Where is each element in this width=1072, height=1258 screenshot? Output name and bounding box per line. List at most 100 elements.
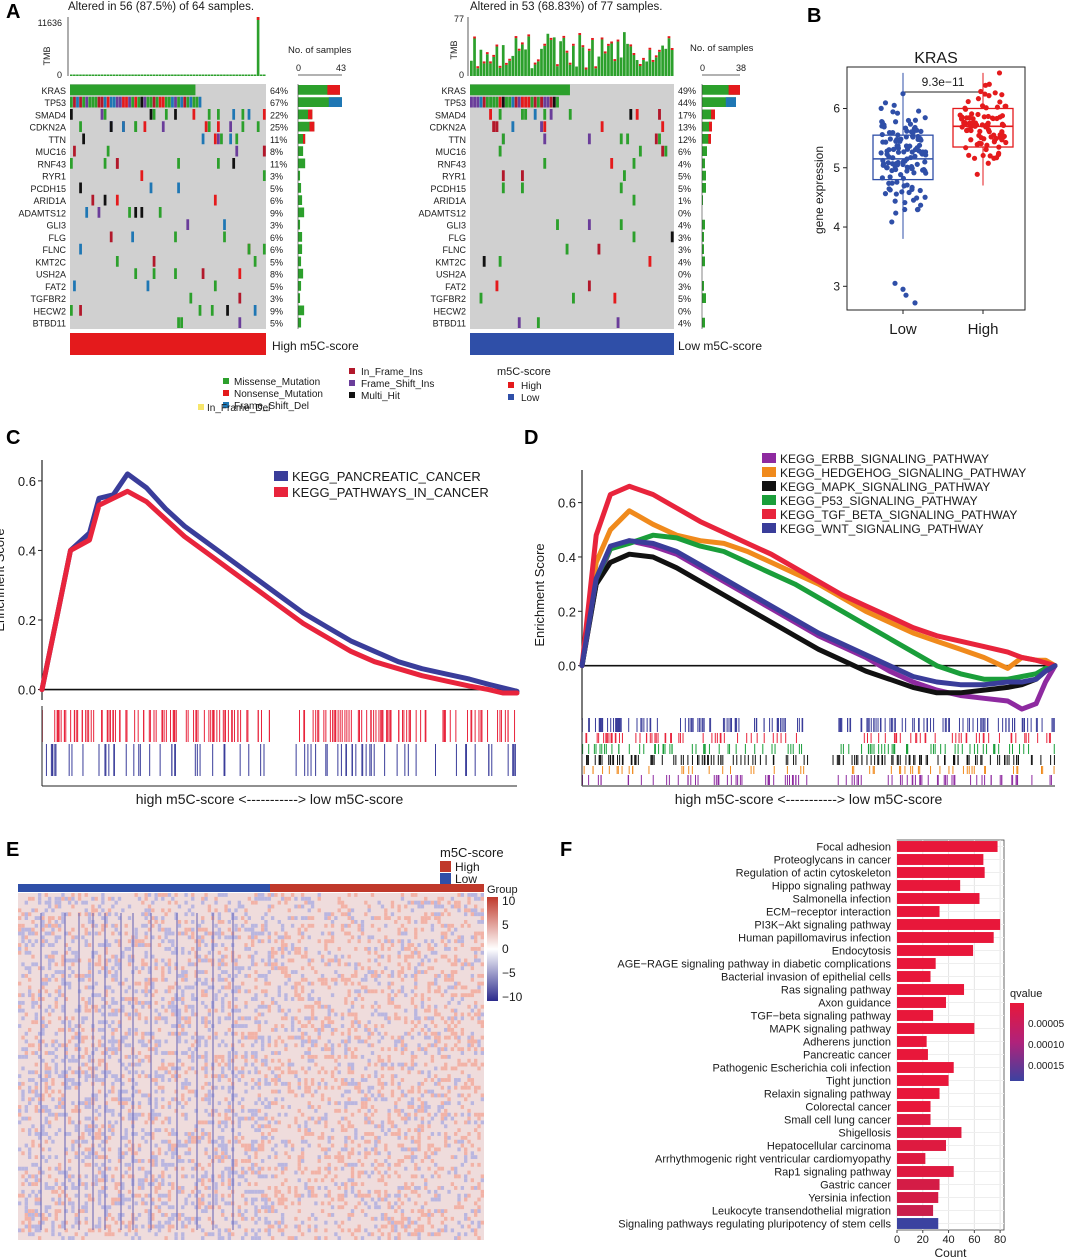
heatmap-cell xyxy=(214,1035,218,1040)
legend-swatch xyxy=(762,523,776,533)
heatmap-cell xyxy=(191,919,195,924)
heatmap-cell xyxy=(114,973,118,978)
heatmap-cell xyxy=(61,1112,65,1117)
heatmap-cell xyxy=(480,943,484,947)
tmb-bar xyxy=(79,74,82,76)
gene-label: FLG xyxy=(448,233,466,243)
data-point xyxy=(997,134,1003,140)
heatmap-cell xyxy=(254,950,258,955)
heatmap-cell xyxy=(31,1097,35,1102)
heatmap-cell xyxy=(221,1008,225,1013)
heatmap-cell xyxy=(121,1062,125,1067)
mutation-cell xyxy=(88,96,92,108)
heatmap-cell xyxy=(470,966,475,971)
heatmap-cell xyxy=(447,1000,451,1005)
heatmap-cell xyxy=(480,1112,484,1117)
gene-label: ARID1A xyxy=(433,196,466,206)
heatmap-cell xyxy=(474,939,478,944)
heatmap-cell xyxy=(454,939,458,944)
heatmap-cell xyxy=(407,1031,411,1036)
heatmap-cell xyxy=(51,958,55,963)
tmb-bar-nonsense xyxy=(638,63,642,66)
oncoplot-grid-bg xyxy=(470,84,674,329)
heatmap-cell xyxy=(161,1105,165,1109)
heatmap-cell xyxy=(277,993,281,998)
heatmap-cell xyxy=(380,1081,385,1086)
heatmap-cell xyxy=(201,939,205,944)
mutation-cell xyxy=(149,182,153,194)
heatmap-cell xyxy=(21,935,25,940)
heatmap-cell xyxy=(18,1085,22,1090)
heatmap-cell xyxy=(330,993,335,998)
heatmap-cell xyxy=(447,1035,451,1040)
heatmap-cell xyxy=(407,943,411,947)
heatmap-cell xyxy=(354,893,358,897)
heatmap-cell xyxy=(144,993,148,998)
heatmap-cell xyxy=(377,1089,381,1094)
heatmap-cell xyxy=(241,1070,245,1075)
heatmap-cell xyxy=(290,923,295,928)
heatmap-cell xyxy=(167,1143,172,1148)
heatmap-cell xyxy=(307,916,311,920)
heatmap-cell xyxy=(94,908,98,913)
heatmap-cell xyxy=(54,1066,58,1071)
heatmap-cell xyxy=(18,943,22,947)
tmb-bar xyxy=(546,33,550,76)
heatmap-cell xyxy=(414,1112,418,1117)
heatmap-cell xyxy=(154,1128,158,1133)
heatmap-cell xyxy=(197,970,202,974)
heatmap-cell xyxy=(427,1120,431,1125)
mutation-cell xyxy=(177,317,180,328)
heatmap-cell xyxy=(201,958,205,963)
heatmap-cell xyxy=(390,900,395,905)
heatmap-cell xyxy=(207,931,212,936)
heatmap-cell xyxy=(260,1116,265,1121)
heatmap-cell xyxy=(111,966,115,971)
heatmap-cell xyxy=(367,1132,371,1136)
heatmap-cell xyxy=(54,1112,58,1117)
mutation-cell xyxy=(543,158,547,169)
heatmap-cell xyxy=(171,1004,175,1009)
heatmap-cell xyxy=(171,1143,175,1148)
heatmap-cell xyxy=(87,1132,92,1136)
mutation-cell xyxy=(152,109,156,120)
heatmap-cell xyxy=(424,1078,428,1082)
mutation-cell xyxy=(198,305,202,316)
heatmap-cell xyxy=(224,1031,228,1036)
heatmap-cell xyxy=(18,1105,22,1109)
heatmap-cell xyxy=(434,904,438,909)
heatmap-cell xyxy=(370,989,375,994)
heatmap-cell xyxy=(31,1004,35,1009)
heatmap-cell xyxy=(390,912,395,917)
heatmap-cell xyxy=(81,1135,85,1140)
heatmap-cell xyxy=(364,1039,368,1044)
mutation-cell xyxy=(70,109,73,120)
heatmap-cell xyxy=(157,943,162,947)
heatmap-cell xyxy=(290,1070,295,1075)
heatmap-cell xyxy=(51,927,55,932)
heatmap-cell xyxy=(181,1081,185,1086)
heatmap-cell xyxy=(164,1020,168,1025)
data-point xyxy=(880,162,886,168)
heatmap-cell xyxy=(184,1016,188,1021)
heatmap-cell xyxy=(181,1027,185,1032)
heatmap-cell xyxy=(184,1078,188,1082)
heatmap-cell xyxy=(260,1043,265,1048)
heatmap-cell xyxy=(284,1043,288,1048)
heatmap-cell xyxy=(320,1024,325,1028)
heatmap-cell xyxy=(94,1066,98,1071)
heatmap-cell xyxy=(227,973,232,978)
heatmap-cell xyxy=(394,1105,398,1109)
mutation-cell xyxy=(100,96,104,108)
mutation-cell xyxy=(79,243,82,255)
heatmap-cell xyxy=(257,1078,261,1082)
heatmap-cell xyxy=(147,1112,152,1117)
heatmap-cell xyxy=(54,962,58,967)
heatmap-cell xyxy=(424,1016,428,1021)
heatmap-cell xyxy=(134,1132,138,1136)
heatmap-cell xyxy=(440,1066,445,1071)
heatmap-cell xyxy=(457,908,461,913)
heatmap-cell xyxy=(191,1054,195,1059)
heatmap-cell xyxy=(154,958,158,963)
